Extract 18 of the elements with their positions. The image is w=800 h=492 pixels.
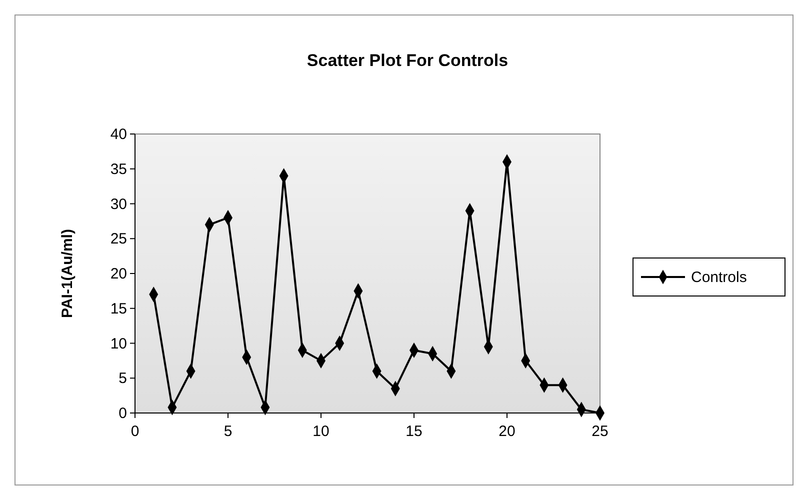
y-tick-label: 40 [110,126,127,143]
y-tick-label: 15 [110,300,127,318]
x-tick-label: 5 [224,423,232,440]
y-tick-label: 35 [110,160,127,178]
y-tick-label: 10 [110,335,127,352]
y-tick-label: 25 [110,230,127,248]
y-tick-label: 20 [110,266,127,282]
x-tick-label: 0 [130,423,140,440]
x-tick-label: 15 [406,423,422,440]
y-tick-label: 5 [118,370,127,388]
y-axis-title: PAI-1(Au/ml) [59,229,76,318]
y-tick-label: 30 [110,196,127,213]
y-tick-label: 0 [118,405,127,422]
chart-title: Scatter Plot For Controls [306,51,508,70]
legend-label: Controls [691,269,747,286]
x-tick-label: 25 [592,423,608,440]
x-tick-label: 10 [312,423,330,440]
x-tick-label: 20 [498,423,516,440]
